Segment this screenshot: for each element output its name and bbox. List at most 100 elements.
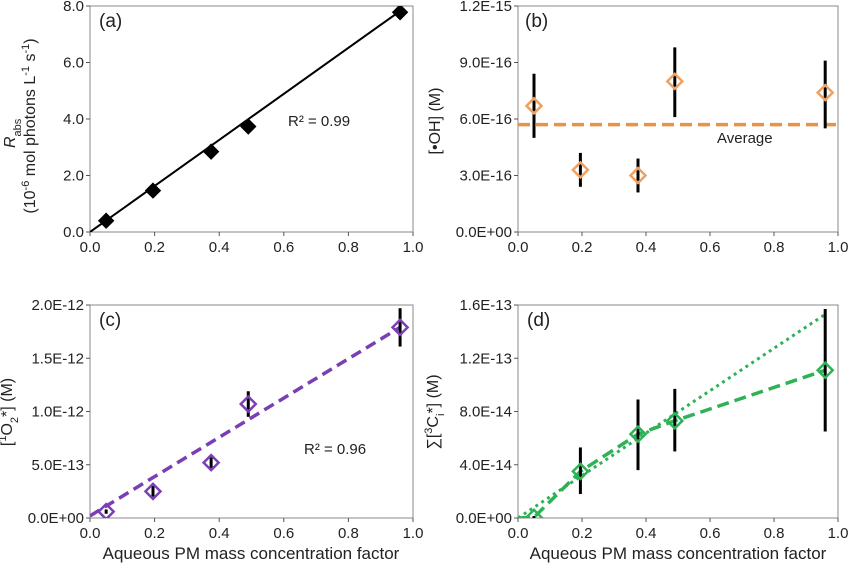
panel-c-y-tick-label: 1.5E-12 — [31, 350, 84, 367]
panel-b-data-point — [665, 72, 685, 91]
panel-b-y-tick-label: 3.0E-16 — [459, 168, 512, 185]
panel-b-frame — [517, 5, 839, 233]
panel-b-y-tick-label: 6.0E-16 — [459, 111, 512, 128]
panel-b-y-tick-label: 1.2E-15 — [459, 0, 512, 15]
panel-a: (a) 0.0 0.2 0.4 0.6 0.8 1.0 0.0 2.0 4.0 6.0 8.0 R… — [2, 0, 423, 256]
panel-b-marks — [518, 47, 838, 193]
panel-a-trendline — [90, 10, 401, 232]
panel-c-data-point — [201, 453, 221, 472]
panel-b-x-tick-label: 0.4 — [636, 239, 657, 256]
panel-d-ylabel: ∑[3Ci*] (M) — [423, 374, 447, 449]
panel-d-data-point — [665, 411, 685, 431]
panel-c-xlabel: Aqueous PM mass concentration factor — [103, 544, 400, 563]
panel-d-x-tick-label: 0.6 — [700, 525, 721, 542]
panel-a-annotation: R² = 0.99 — [288, 113, 350, 130]
panel-d-data-point — [815, 360, 835, 380]
panel-c-ylabel: [1O2*] (M) — [0, 378, 21, 446]
panel-a-data-point — [97, 212, 115, 229]
panel-b-y-tick-label: 9.0E-16 — [459, 55, 512, 72]
panel-b-x-tick-label: 0.2 — [572, 239, 593, 256]
panel-c-x-tick-label: 1.0 — [403, 525, 424, 542]
panel-a-y-tick-label: 8.0 — [63, 0, 84, 15]
panel-b-x-tick-label: 0.6 — [700, 239, 721, 256]
panel-d-x-tick-label: 0.4 — [636, 525, 657, 542]
panel-b-x-tick-label: 1.0 — [828, 239, 849, 256]
panel-a-y-axis-title: Rabs (10-6 mol photons L-1 s-1) — [2, 38, 39, 213]
panel-c-label: (c) — [99, 310, 121, 331]
panel-b-average-label: Average — [717, 130, 773, 147]
panel-d-y-tick-label: 8.0E-14 — [459, 404, 512, 421]
panel-b-label: (b) — [525, 11, 548, 32]
panel-a-x-tick-label: 0.2 — [144, 239, 165, 256]
panel-d-x-ticks: 0.0 0.2 0.4 0.6 0.8 1.0 — [508, 518, 849, 542]
panel-d-y-tick-label: 1.6E-13 — [459, 297, 512, 314]
panel-c-y-tick-label: 2.0E-12 — [31, 297, 84, 314]
panel-c: (c) 0.0 0.2 0.4 0.6 0.8 1.0 0.0E+00 5.0E-13 1.0… — [0, 297, 423, 563]
panel-d-data-point — [524, 508, 544, 518]
panel-d-label: (d) — [527, 310, 550, 331]
panel-b: (b) 0.0 0.2 0.4 0.6 0.8 1.0 0.0E+00 3.0E-16 6.0… — [427, 0, 848, 256]
panel-a-x-ticks: 0.0 0.2 0.4 0.6 0.8 1.0 — [80, 232, 424, 256]
panel-a-y-tick-label: 6.0 — [63, 55, 84, 72]
panel-c-data-point — [96, 502, 116, 518]
panel-a-x-tick-label: 0.6 — [273, 239, 294, 256]
panel-d-y-ticks: 0.0E+00 4.0E-14 8.0E-14 1.2E-13 1.6E-13 — [456, 297, 518, 527]
panel-b-y-ticks: 0.0E+00 3.0E-16 6.0E-16 9.0E-16 1.2E-15 — [456, 0, 518, 241]
panel-d-x-tick-label: 1.0 — [828, 525, 849, 542]
panel-a-x-tick-label: 0.8 — [338, 239, 359, 256]
panel-c-x-tick-label: 0.2 — [144, 525, 165, 542]
panel-c-x-ticks: 0.0 0.2 0.4 0.6 0.8 1.0 — [80, 518, 424, 542]
panel-c-y-tick-label: 1.0E-12 — [31, 404, 84, 421]
panel-c-data-point — [239, 394, 258, 414]
panel-a-x-tick-label: 0.4 — [209, 239, 230, 256]
panel-b-data-point — [815, 83, 835, 102]
panel-b-x-tick-label: 0.8 — [764, 239, 785, 256]
panel-a-y-tick-label: 0.0 — [63, 224, 84, 241]
panel-c-y-tick-label: 0.0E+00 — [28, 510, 84, 527]
panel-c-data-point — [390, 318, 410, 337]
panel-b-ylabel: [•OH] (M) — [427, 88, 444, 155]
panel-d-x-tick-label: 0.8 — [764, 525, 785, 542]
panel-b-data-point — [524, 96, 544, 116]
panel-a-x-tick-label: 1.0 — [403, 239, 424, 256]
panel-d-y-tick-label: 1.2E-13 — [459, 350, 512, 367]
panel-b-data-point — [571, 160, 590, 180]
panel-a-y-tick-label: 4.0 — [63, 111, 84, 128]
panel-c-marks — [90, 308, 410, 518]
panel-d-xlabel: Aqueous PM mass concentration factor — [530, 544, 827, 563]
panel-a-ylabel-line1: Rabs — [2, 118, 24, 148]
panel-a-data-point — [202, 143, 220, 160]
panel-c-x-tick-label: 0.6 — [273, 525, 294, 542]
panel-c-trendline — [90, 325, 401, 518]
panel-c-x-tick-label: 0.0 — [80, 525, 101, 542]
panel-c-frame — [89, 304, 414, 519]
panel-b-data-point — [628, 166, 648, 185]
panel-a-data-point — [391, 6, 409, 21]
panel-d-x-tick-label: 0.0 — [508, 525, 529, 542]
panel-d-marks — [518, 308, 835, 518]
panel-d: (d) 0.0 0.2 0.4 0.6 0.8 1.0 0.0E+00 4.0E-14 8.0… — [423, 297, 848, 563]
panel-d-data-point — [571, 462, 590, 481]
panel-a-label: (a) — [99, 11, 122, 32]
panel-d-x-tick-label: 0.2 — [572, 525, 593, 542]
panel-a-marks — [90, 6, 409, 232]
panel-a-y-tick-label: 2.0 — [63, 168, 84, 185]
panel-c-y-tick-label: 5.0E-13 — [31, 457, 84, 474]
panel-c-x-tick-label: 0.8 — [338, 525, 359, 542]
panel-b-x-ticks: 0.0 0.2 0.4 0.6 0.8 1.0 — [508, 232, 849, 256]
panel-b-x-tick-label: 0.0 — [508, 239, 529, 256]
panel-a-x-tick-label: 0.0 — [80, 239, 101, 256]
panel-b-y-tick-label: 0.0E+00 — [456, 224, 512, 241]
panel-d-y-tick-label: 0.0E+00 — [456, 510, 512, 527]
panel-a-ylabel-line2: (10-6 mol photons L-1 s-1) — [20, 38, 39, 213]
panel-a-data-point — [240, 118, 257, 135]
panel-a-y-ticks: 0.0 2.0 4.0 6.0 8.0 — [63, 0, 90, 241]
panel-c-x-tick-label: 0.4 — [209, 525, 230, 542]
panel-c-annotation: R² = 0.96 — [304, 441, 366, 458]
panel-d-dashed-line — [518, 368, 826, 518]
panel-d-y-tick-label: 4.0E-14 — [459, 457, 512, 474]
panel-c-y-ticks: 0.0E+00 5.0E-13 1.0E-12 1.5E-12 2.0E-12 — [28, 297, 90, 527]
panel-c-data-point — [143, 482, 163, 501]
panel-a-data-point — [144, 182, 162, 199]
